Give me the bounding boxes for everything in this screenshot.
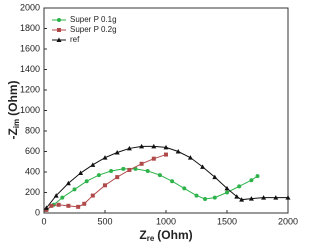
series-line [46,168,258,211]
x-label-sub: re [147,234,155,243]
y-tick-label: 0 [35,207,40,217]
plot-frame [43,7,289,214]
data-point [76,204,81,209]
data-point [145,168,150,173]
data-point [200,164,206,169]
y-tick-label: 400 [25,166,40,176]
data-point [65,180,71,186]
data-point [114,150,120,155]
data-point [127,167,132,172]
data-point [84,179,89,184]
data-point [163,144,169,150]
data-point [182,186,187,191]
data-point [49,203,54,208]
data-point [237,184,242,189]
data-point [139,161,144,166]
data-point [102,155,108,160]
data-point [90,193,95,198]
y-label-main: -Z [6,128,20,139]
data-point [261,195,267,200]
data-point [115,175,120,180]
x-tick-label: 2000 [278,216,298,226]
data-point [187,155,193,160]
y-tick-label: 200 [25,187,40,197]
data-point [157,173,162,178]
data-point [78,170,84,176]
x-axis-label: Zre (Ohm) [139,228,192,243]
y-tick-label: 1800 [20,23,40,33]
data-point [164,152,168,157]
data-point [285,195,291,200]
data-point [126,145,132,151]
data-point [203,196,208,201]
data-point [175,149,181,154]
y-tick-label: 600 [25,146,40,156]
data-point [90,162,96,167]
data-point [151,156,156,161]
legend-label: Super P 0.2g [70,25,117,34]
data-point [255,174,260,179]
data-point [82,201,87,206]
series-line [46,154,167,211]
y-tick-label: 1200 [20,84,40,94]
data-point [44,207,49,212]
data-point [212,174,218,180]
data-point [248,196,254,201]
data-point [212,195,217,200]
data-point [239,197,245,202]
data-point [194,193,199,198]
data-point [225,190,229,195]
x-tick-label: 1500 [217,216,237,226]
x-tick-label: 500 [97,216,112,226]
y-label-sub: im [12,119,21,128]
data-point [109,168,114,173]
series-line [46,145,288,209]
data-point [56,202,61,207]
data-point [96,173,101,178]
data-point [43,205,49,210]
legend-marker [57,28,61,32]
x-tick-label: 0 [41,216,46,226]
data-point [139,143,145,149]
data-point [60,195,65,200]
legend-label: Super P 0.1g [70,15,117,24]
data-point [249,178,254,183]
data-point [66,203,71,208]
legend-label: ref [70,35,80,44]
x-tick-label: 1000 [156,216,176,226]
x-label-unit: (Ohm) [157,228,192,242]
x-label-main: Z [139,228,146,242]
y-axis-label: -Zim (Ohm) [6,80,21,139]
y-tick-label: 800 [25,125,40,135]
y-tick-label: 1400 [20,64,40,74]
legend-marker [57,18,61,22]
legend-marker [56,37,62,42]
chart: Zre (Ohm) -Zim(Ohm) 020040060080010001200… [6,2,298,243]
data-point [273,195,279,200]
y-tick-label: 1600 [20,43,40,53]
data-point [53,193,59,198]
y-label-unit: (Ohm) [6,80,20,115]
data-point [121,166,126,171]
y-tick-label: 1000 [20,105,40,115]
y-tick-label: 2000 [20,2,40,12]
data-point [72,187,77,192]
data-point [224,185,230,191]
data-point [170,179,175,184]
data-point [234,194,240,199]
data-point [103,183,107,188]
data-point [151,143,157,149]
